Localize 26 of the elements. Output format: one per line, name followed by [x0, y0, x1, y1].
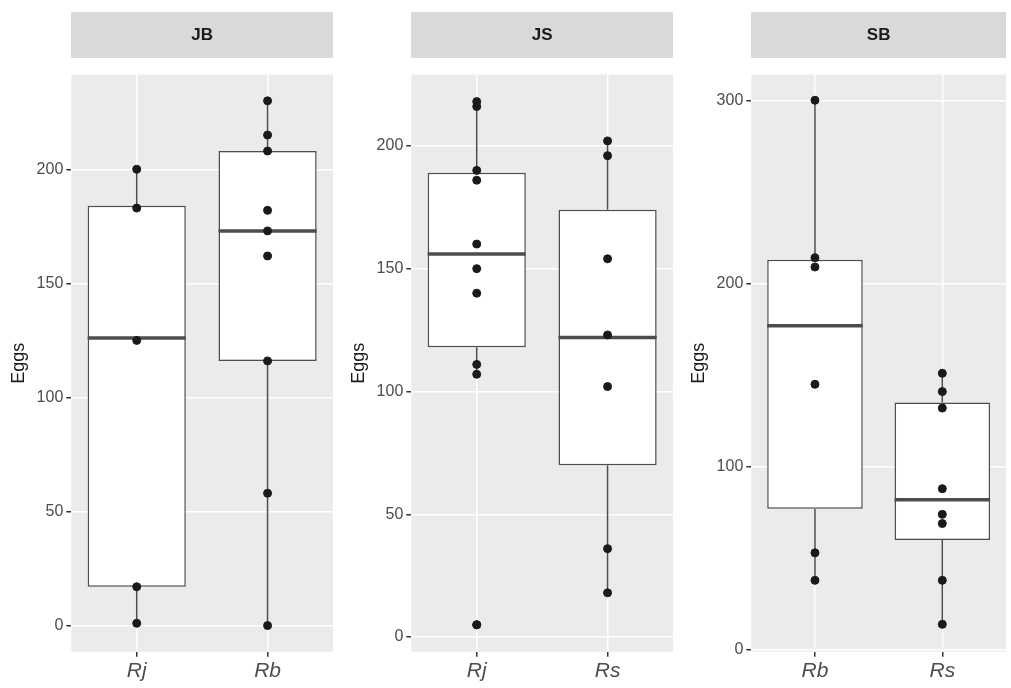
x-tick-label: Rs: [929, 658, 956, 682]
y-tick-label: 50: [385, 504, 404, 522]
y-tick-label: 150: [376, 259, 404, 277]
x-tick-label: Rj: [466, 658, 488, 682]
y-tick-label: 100: [716, 457, 744, 475]
y-tick-label: 200: [376, 136, 404, 154]
x-tick-label: Rj: [126, 658, 148, 682]
y-tick-label: 0: [734, 640, 744, 658]
y-axis-title: Eggs: [347, 342, 368, 384]
y-axis-title: Eggs: [7, 342, 28, 384]
y-tick-label: 0: [54, 615, 64, 633]
chart-title: JB: [71, 12, 333, 58]
y-axis-title: Eggs: [687, 342, 708, 384]
chart-title: SB: [751, 12, 1006, 58]
y-tick-label: 150: [36, 273, 64, 291]
y-tick-label: 100: [376, 381, 404, 399]
y-tick-label: 200: [36, 159, 64, 177]
y-tick-label: 200: [716, 273, 744, 291]
x-tick-label: Rb: [254, 658, 282, 682]
y-tick-label: 0: [394, 627, 404, 645]
y-tick-label: 50: [45, 501, 64, 519]
y-tick-label: 100: [36, 387, 64, 405]
chart-title: JS: [411, 12, 673, 58]
x-tick-label: Rs: [594, 658, 621, 682]
x-tick-label: Rb: [801, 658, 829, 682]
y-tick-label: 300: [716, 90, 744, 108]
